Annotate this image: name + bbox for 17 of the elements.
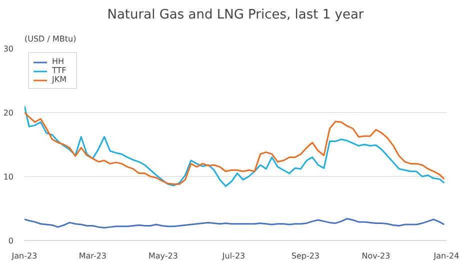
- legend-label: TTF: [52, 66, 68, 75]
- y-tick-label: 30: [3, 44, 14, 54]
- y-axis-title: (USD / MBtu): [24, 34, 76, 44]
- x-tick-label: Mar-23: [78, 252, 107, 260]
- x-tick-label: Nov-23: [362, 252, 390, 260]
- y-tick-label: 10: [3, 172, 14, 182]
- chart-title: Natural Gas and LNG Prices, last 1 year: [107, 8, 364, 22]
- y-tick-label: 0: [8, 236, 14, 246]
- x-tick-label: Jul-23: [221, 252, 246, 260]
- legend-label: HH: [52, 57, 66, 66]
- x-tick-label: Sep-23: [291, 252, 320, 260]
- x-tick-label: May-23: [148, 252, 178, 260]
- line-series: [24, 218, 445, 228]
- y-tick-label: 20: [3, 108, 14, 118]
- x-tick-label: Jan-24: [432, 252, 460, 260]
- legend-label: JKM: [52, 75, 68, 84]
- x-tick-label: Jan-23: [10, 252, 38, 260]
